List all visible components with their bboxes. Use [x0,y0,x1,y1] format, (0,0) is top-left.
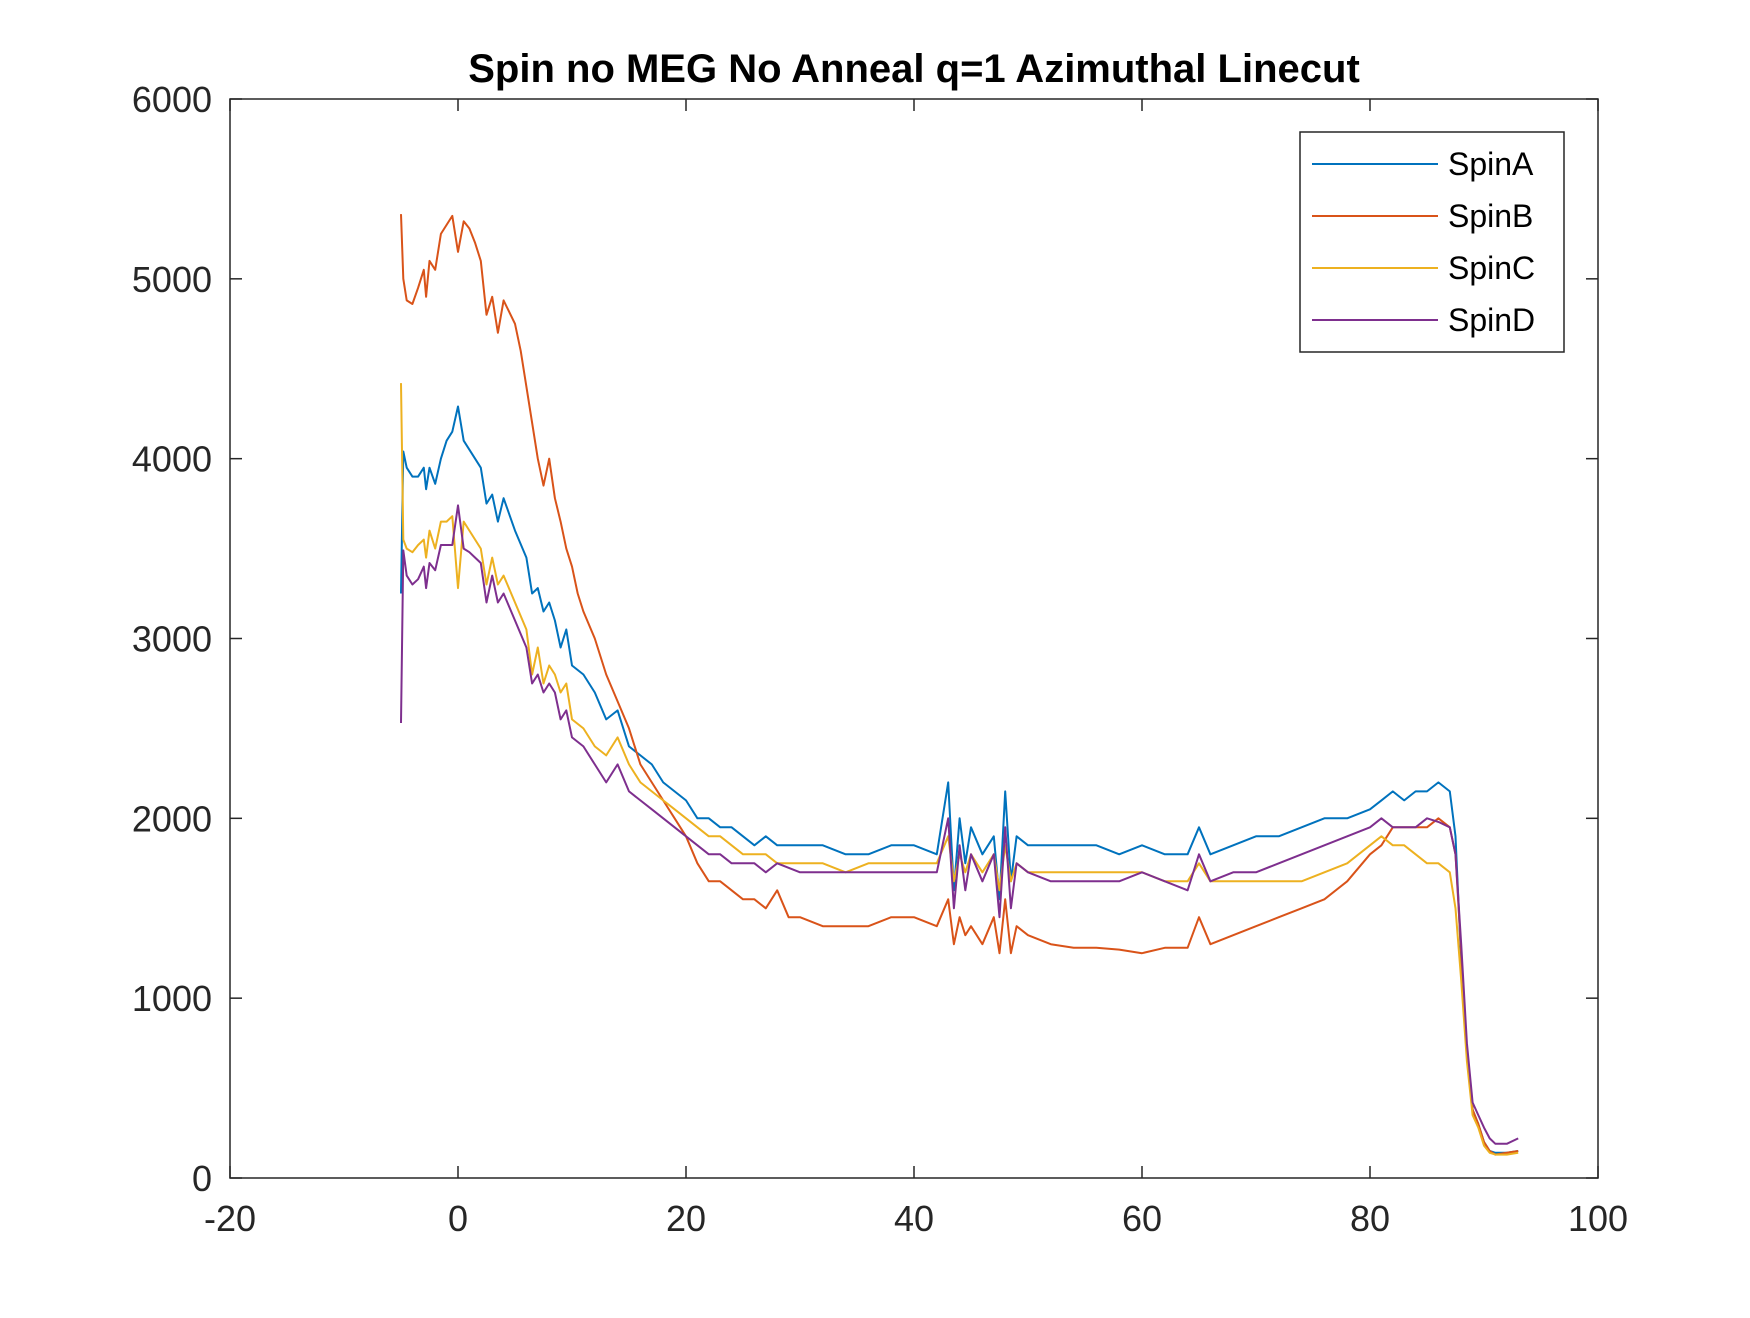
legend-label-spind: SpinD [1448,302,1535,338]
x-tick-label: 100 [1568,1198,1628,1239]
legend-label-spina: SpinA [1448,146,1534,182]
y-tick-label: 6000 [132,79,212,120]
series-line-spinc [400,383,1519,1156]
y-tick-label: 0 [192,1158,212,1199]
series-line-spinb [400,214,1519,1156]
legend-label-spinc: SpinC [1448,250,1535,286]
series-line-spina [400,405,1519,1154]
y-tick-label: 1000 [132,978,212,1019]
plot-area [400,214,1519,1156]
x-tick-label: 40 [894,1198,934,1239]
chart-title: Spin no MEG No Anneal q=1 Azimuthal Line… [468,47,1360,91]
legend-box [1299,131,1565,353]
legend-label-spinb: SpinB [1448,198,1533,234]
x-tick-label: -20 [204,1198,256,1239]
series-line-spind [400,504,1519,1145]
y-tick-label: 4000 [132,439,212,480]
x-tick-label: 80 [1350,1198,1390,1239]
x-tick-label: 20 [666,1198,706,1239]
legend: SpinA SpinB SpinC SpinD [1299,131,1565,353]
x-tick-label: 0 [448,1198,468,1239]
x-tick-label: 60 [1122,1198,1162,1239]
y-tick-label: 3000 [132,619,212,660]
y-tick-label: 2000 [132,798,212,839]
y-tick-label: 5000 [132,259,212,300]
